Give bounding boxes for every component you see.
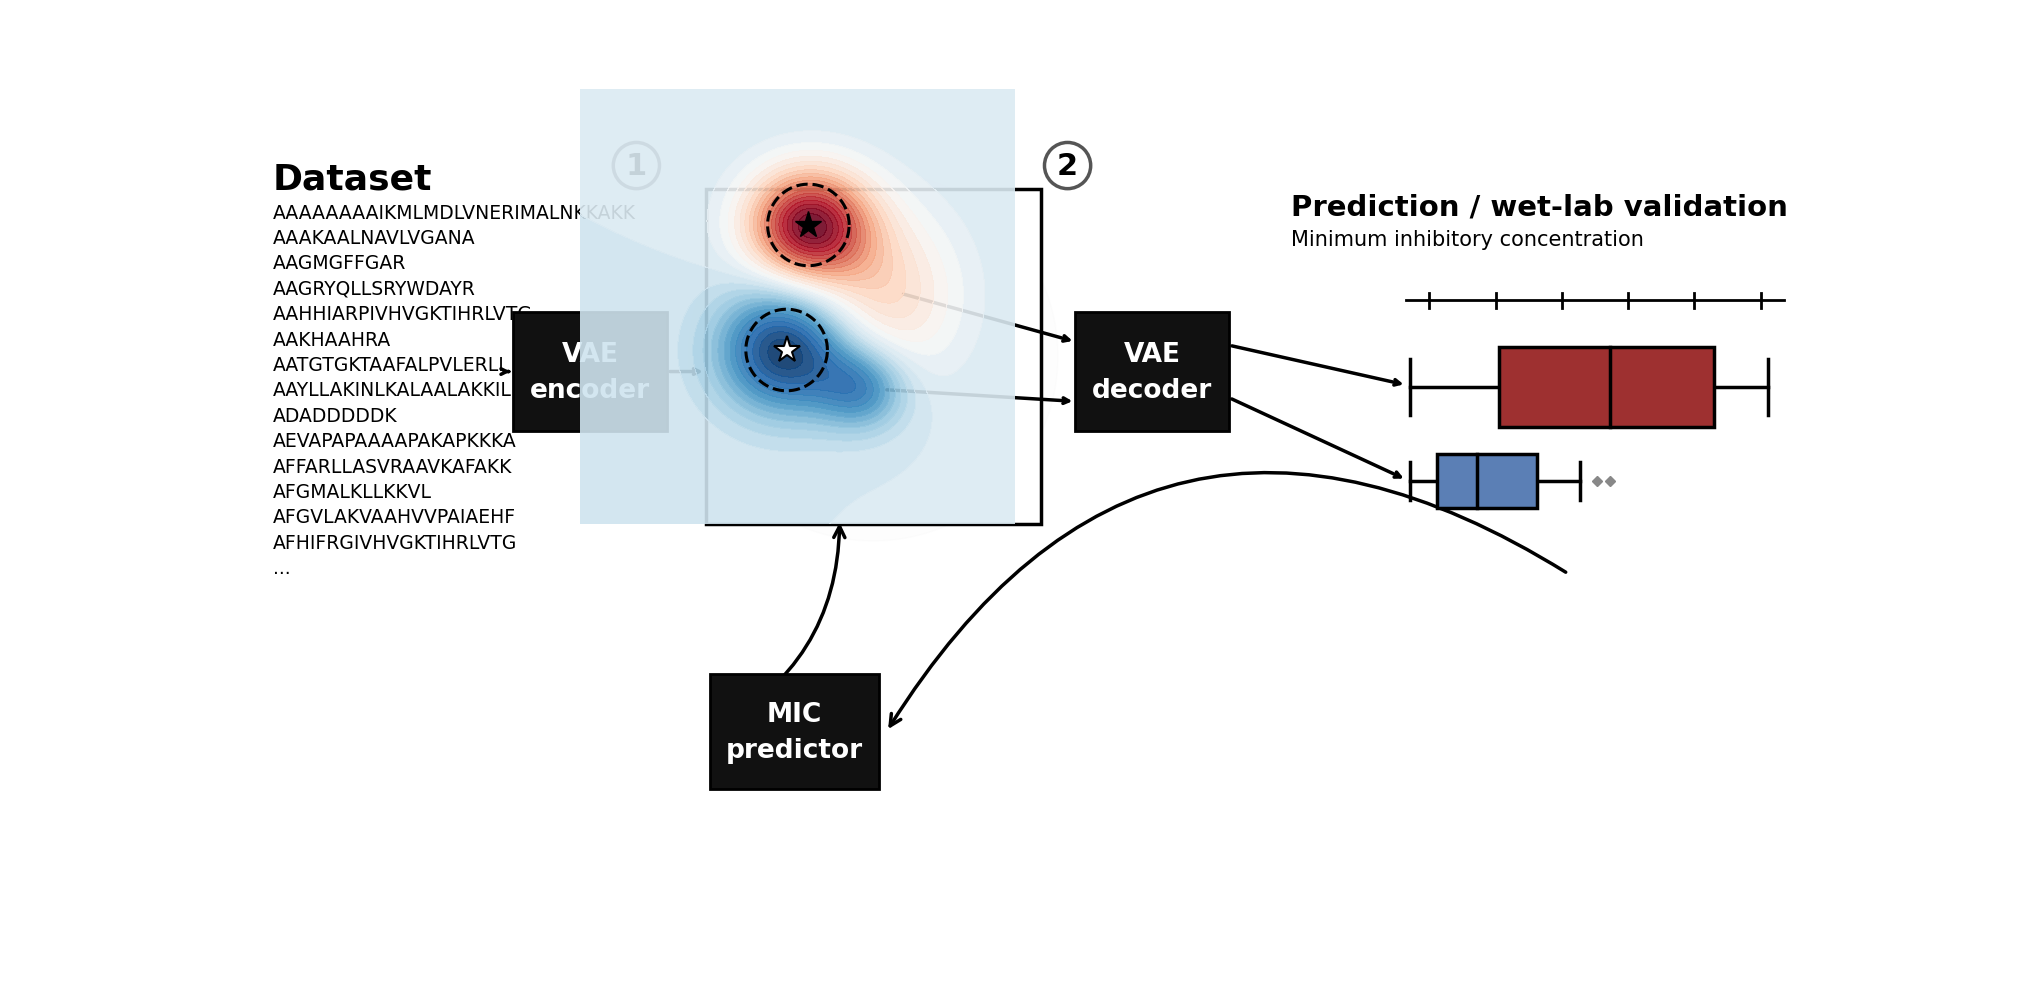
Text: 2: 2 <box>1057 152 1079 181</box>
FancyBboxPatch shape <box>1437 455 1538 509</box>
Circle shape <box>614 143 660 189</box>
Text: Dataset: Dataset <box>272 162 433 196</box>
Text: Minimum inhibitory concentration: Minimum inhibitory concentration <box>1290 230 1644 250</box>
Text: AAGMGFFGAR: AAGMGFFGAR <box>272 255 406 274</box>
FancyArrowPatch shape <box>890 473 1567 726</box>
FancyBboxPatch shape <box>514 313 666 432</box>
Text: AFGMALKLLKKVL: AFGMALKLLKKVL <box>272 483 433 502</box>
Text: 1: 1 <box>626 152 646 181</box>
Text: AATGTGKTAAFALPVLERLI: AATGTGKTAAFALPVLERLI <box>272 356 504 375</box>
Circle shape <box>711 195 1034 518</box>
Text: AFFARLLASVRAAVKAFAKK: AFFARLLASVRAAVKAFAKK <box>272 457 512 476</box>
Text: AAHHIARPIVHVGKTIHRLVTG: AAHHIARPIVHVGKTIHRLVTG <box>272 305 532 324</box>
Text: ...: ... <box>272 559 291 578</box>
Text: AEVAPAPAAAAPAKAPKKKA: AEVAPAPAAAAPAKAPKKKA <box>272 432 516 451</box>
Circle shape <box>734 218 1012 495</box>
Circle shape <box>758 241 990 472</box>
Text: MIC
predictor: MIC predictor <box>725 700 864 763</box>
Text: Prediction / wet-lab validation: Prediction / wet-lab validation <box>1290 193 1788 221</box>
Text: AAAKAALNAVLVGANA: AAAKAALNAVLVGANA <box>272 228 475 247</box>
Text: VAE
encoder: VAE encoder <box>530 342 650 403</box>
FancyArrowPatch shape <box>711 527 845 730</box>
FancyBboxPatch shape <box>1075 313 1229 432</box>
Text: VAE
decoder: VAE decoder <box>1091 342 1213 403</box>
Text: AAGRYQLLSRYWDAYR: AAGRYQLLSRYWDAYR <box>272 280 475 299</box>
FancyBboxPatch shape <box>709 674 880 790</box>
Text: ADADDDDDK: ADADDDDDK <box>272 407 398 426</box>
FancyBboxPatch shape <box>705 189 1040 524</box>
Text: AAKHAAHRA: AAKHAAHRA <box>272 331 392 350</box>
Text: AFGVLAKVAAHVVPAIAEHF: AFGVLAKVAAHVVPAIAEHF <box>272 508 516 527</box>
Text: AAAAAAAAIKMLMDLVNERIMALNKKAKK: AAAAAAAAIKMLMDLVNERIMALNKKAKK <box>272 203 636 222</box>
Text: AFHIFRGIVHVGKTIHRLVTG: AFHIFRGIVHVGKTIHRLVTG <box>272 533 518 552</box>
Text: AAYLLAKINLKALAALAKKIL: AAYLLAKINLKALAALAKKIL <box>272 381 512 400</box>
Circle shape <box>1044 143 1091 189</box>
FancyBboxPatch shape <box>1500 347 1715 428</box>
